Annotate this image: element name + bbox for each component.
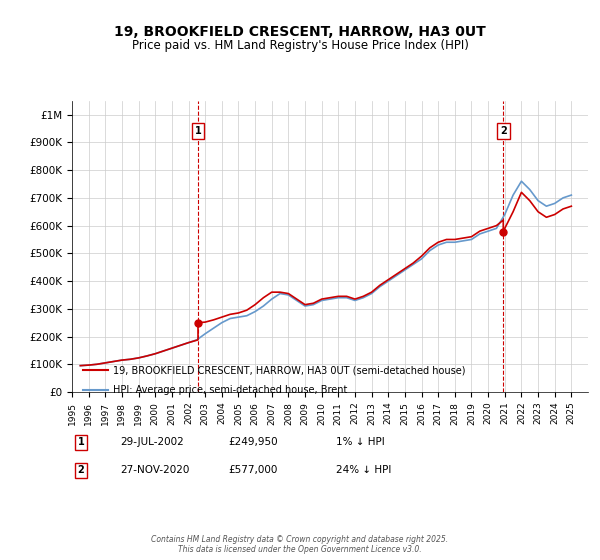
Text: Contains HM Land Registry data © Crown copyright and database right 2025.
This d: Contains HM Land Registry data © Crown c…	[151, 535, 449, 554]
Text: 2: 2	[500, 127, 506, 136]
Text: Price paid vs. HM Land Registry's House Price Index (HPI): Price paid vs. HM Land Registry's House …	[131, 39, 469, 52]
Text: 2: 2	[77, 465, 85, 475]
Text: 1% ↓ HPI: 1% ↓ HPI	[336, 437, 385, 447]
Text: 24% ↓ HPI: 24% ↓ HPI	[336, 465, 391, 475]
Text: 1: 1	[194, 127, 202, 136]
Text: £249,950: £249,950	[228, 437, 278, 447]
Text: 1: 1	[77, 437, 85, 447]
Text: 27-NOV-2020: 27-NOV-2020	[120, 465, 190, 475]
Text: HPI: Average price, semi-detached house, Brent: HPI: Average price, semi-detached house,…	[113, 385, 347, 395]
Text: £577,000: £577,000	[228, 465, 277, 475]
Text: 19, BROOKFIELD CRESCENT, HARROW, HA3 0UT: 19, BROOKFIELD CRESCENT, HARROW, HA3 0UT	[114, 25, 486, 39]
Point	[193, 318, 203, 327]
Text: 19, BROOKFIELD CRESCENT, HARROW, HA3 0UT (semi-detached house): 19, BROOKFIELD CRESCENT, HARROW, HA3 0UT…	[113, 365, 466, 375]
Point	[499, 227, 508, 236]
Text: 29-JUL-2002: 29-JUL-2002	[120, 437, 184, 447]
